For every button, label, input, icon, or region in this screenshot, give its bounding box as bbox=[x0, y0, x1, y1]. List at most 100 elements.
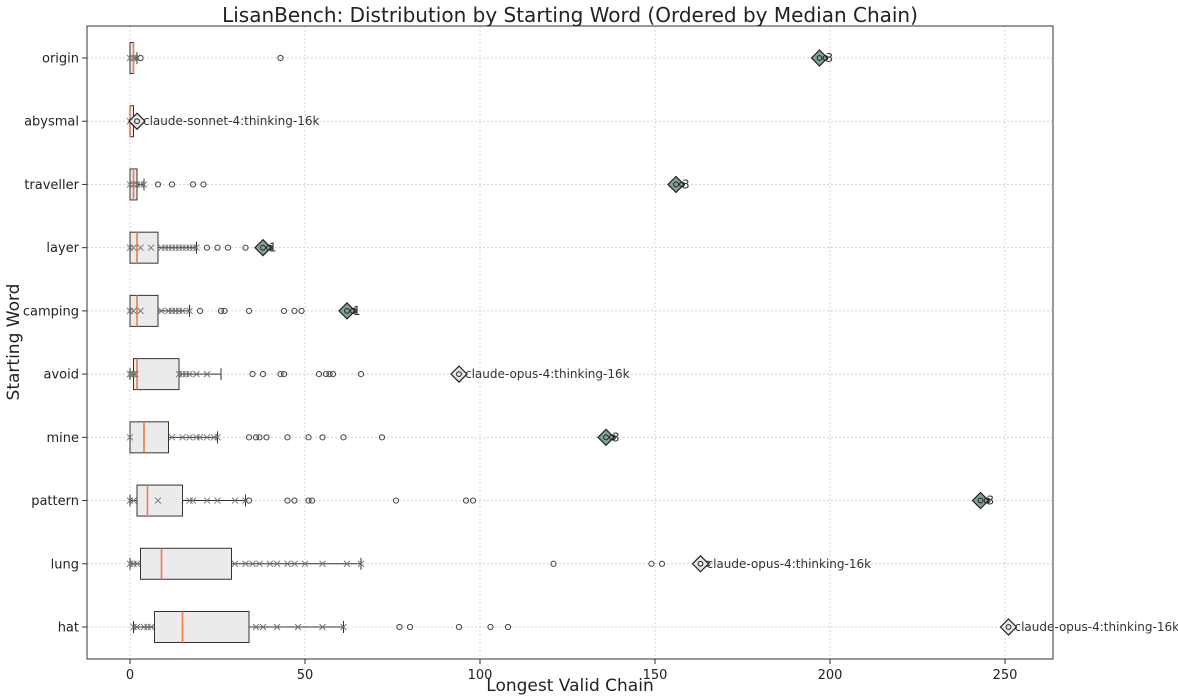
point-marker bbox=[273, 560, 281, 568]
point-marker bbox=[193, 370, 200, 378]
best-diamond bbox=[450, 365, 468, 383]
point-marker bbox=[147, 244, 155, 252]
iqr-box bbox=[133, 358, 180, 391]
outlier-point bbox=[168, 181, 176, 188]
point-marker bbox=[203, 370, 211, 378]
outlier-point bbox=[305, 497, 312, 504]
point-marker bbox=[133, 560, 141, 568]
outlier-point bbox=[224, 244, 232, 251]
outlier-point bbox=[280, 371, 288, 378]
outlier-point bbox=[280, 307, 288, 314]
best-dot-secondary bbox=[266, 244, 272, 251]
point-marker bbox=[273, 623, 281, 631]
best-dot bbox=[977, 497, 984, 504]
x-tick-label: 150 bbox=[643, 668, 668, 683]
best-marker-pattern: 3 bbox=[971, 491, 995, 510]
point-marker bbox=[214, 433, 221, 441]
y-tick-label: pattern bbox=[31, 494, 79, 509]
outlier-point bbox=[487, 623, 494, 631]
best-annotation: claude-sonnet-4:thinking-16k bbox=[143, 114, 319, 128]
best-dot-secondary bbox=[983, 497, 990, 504]
best-marker-camping: 1 bbox=[338, 302, 361, 320]
point-marker bbox=[179, 307, 186, 315]
best-dot bbox=[673, 181, 679, 188]
outlier-point bbox=[319, 434, 326, 441]
best-dot bbox=[456, 371, 462, 378]
iqr-box bbox=[136, 484, 183, 517]
iqr-box bbox=[129, 294, 159, 327]
outlier-point bbox=[256, 434, 263, 441]
outlier-point bbox=[504, 623, 512, 631]
point-marker bbox=[137, 307, 144, 315]
x-tick-label: 0 bbox=[126, 668, 134, 683]
point-marker bbox=[291, 560, 298, 568]
point-marker bbox=[130, 307, 137, 315]
outlier-point bbox=[249, 371, 256, 378]
outlier-point bbox=[298, 307, 305, 314]
box-group-camping bbox=[126, 294, 358, 327]
outlier-point bbox=[291, 307, 298, 314]
outlier-point bbox=[217, 307, 225, 314]
y-tick-label: origin bbox=[42, 52, 79, 67]
outlier-point bbox=[245, 307, 253, 314]
outlier-point bbox=[322, 371, 330, 378]
best-marker-traveller: 3 bbox=[667, 175, 690, 194]
plot-frame bbox=[86, 25, 1054, 660]
point-marker bbox=[158, 307, 165, 315]
outlier-point bbox=[406, 623, 414, 631]
iqr-box bbox=[129, 231, 159, 264]
point-marker bbox=[259, 623, 267, 631]
best-marker-mine: 3 bbox=[597, 428, 620, 447]
y-tick-label: traveller bbox=[24, 178, 79, 193]
point-marker bbox=[203, 497, 211, 504]
outlier-point bbox=[196, 307, 204, 314]
outlier-point bbox=[277, 54, 284, 62]
outlier-point bbox=[326, 371, 333, 378]
outlier-point bbox=[221, 307, 228, 314]
point-marker bbox=[130, 497, 137, 504]
best-diamond bbox=[128, 112, 146, 131]
point-marker bbox=[186, 370, 193, 378]
best-marker-lung: claude-opus-4:thinking-16k bbox=[691, 554, 871, 573]
best-annotation: 1 bbox=[269, 241, 277, 255]
best-dot bbox=[697, 560, 704, 567]
y-tick-label: mine bbox=[46, 431, 79, 446]
point-marker bbox=[203, 433, 211, 441]
outlier-point bbox=[396, 623, 403, 631]
box-group-traveller bbox=[126, 168, 207, 201]
point-marker bbox=[252, 623, 260, 631]
best-annotation: 3 bbox=[612, 430, 620, 444]
outlier-point bbox=[469, 497, 477, 504]
iqr-box bbox=[154, 611, 250, 643]
best-dot bbox=[603, 434, 609, 441]
y-tick-label: abysmal bbox=[24, 115, 79, 130]
point-marker bbox=[196, 433, 204, 441]
outlier-point bbox=[245, 434, 253, 441]
outlier-point bbox=[214, 244, 221, 251]
outlier-point bbox=[259, 371, 267, 378]
outlier-point bbox=[455, 623, 463, 631]
best-annotation: 3 bbox=[987, 494, 995, 508]
best-marker-origin: 3 bbox=[810, 49, 833, 67]
point-marker bbox=[343, 560, 351, 568]
best-marker-avoid: claude-opus-4:thinking-16k bbox=[450, 365, 630, 383]
best-marker-abysmal: claude-sonnet-4:thinking-16k bbox=[128, 112, 319, 131]
outlier-point bbox=[277, 371, 284, 378]
outlier-point bbox=[137, 54, 144, 62]
boxes-layer bbox=[126, 42, 991, 643]
best-dot bbox=[134, 118, 140, 125]
box-group-lung bbox=[126, 547, 711, 580]
point-marker bbox=[231, 560, 239, 568]
point-marker bbox=[168, 433, 176, 441]
y-tick-label: layer bbox=[46, 241, 79, 256]
outlier-point bbox=[245, 497, 253, 504]
iqr-box bbox=[129, 421, 169, 454]
point-marker bbox=[266, 560, 274, 568]
point-marker bbox=[133, 623, 141, 631]
point-marker bbox=[186, 433, 193, 441]
point-marker bbox=[357, 560, 365, 568]
point-marker bbox=[131, 370, 139, 378]
outlier-point bbox=[203, 244, 211, 251]
best-dot bbox=[344, 307, 350, 314]
